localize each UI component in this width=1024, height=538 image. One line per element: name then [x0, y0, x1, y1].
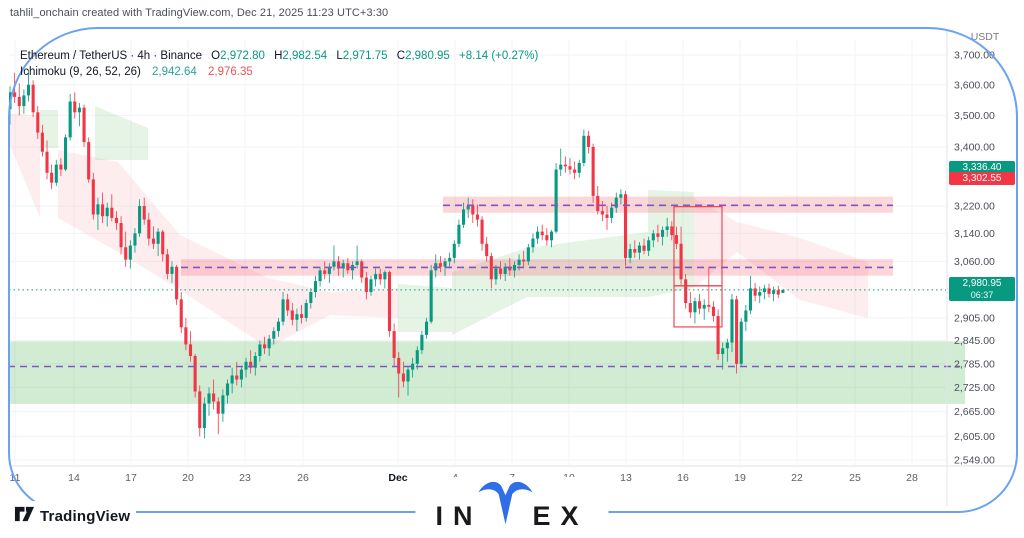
open-label: O: [211, 50, 221, 62]
last-price-badge: 2,980.95 06:37: [949, 276, 1015, 301]
low-label: L: [336, 50, 343, 62]
ichimoku-value-1: 2,942.64: [152, 66, 197, 78]
svg-text:3,140.00: 3,140.00: [954, 228, 995, 240]
svg-text:Dec: Dec: [388, 472, 407, 484]
symbol-legend-row: Ethereum / TetherUS · 4h · Binance O2,97…: [20, 48, 538, 64]
svg-text:13: 13: [620, 472, 632, 484]
invex-logo: IN EX: [415, 477, 609, 536]
svg-text:25: 25: [849, 472, 861, 484]
svg-text:3,220.00: 3,220.00: [954, 201, 995, 213]
price-alert-badge-green: 3,336.40: [949, 160, 1015, 174]
svg-text:23: 23: [239, 472, 251, 484]
invex-letters-left: IN: [435, 501, 483, 531]
ichimoku-cloud-layer: [9, 106, 868, 348]
symbol-title[interactable]: Ethereum / TetherUS · 4h · Binance: [20, 50, 202, 62]
invex-bull-horns-v-icon: [476, 477, 534, 534]
low-value: 2,971.75: [342, 50, 388, 62]
svg-text:3,500.00: 3,500.00: [954, 110, 995, 122]
svg-text:2,605.00: 2,605.00: [954, 431, 995, 443]
axis-currency-label: USDT: [971, 31, 1000, 43]
svg-text:3,600.00: 3,600.00: [954, 79, 995, 91]
high-value: 2,982.54: [282, 50, 328, 62]
svg-text:28: 28: [906, 472, 918, 484]
svg-text:2,725.00: 2,725.00: [954, 382, 995, 394]
svg-text:14: 14: [68, 472, 80, 484]
indicator-legend-row: Ichimoku (9, 26, 52, 26) 2,942.64 2,976.…: [20, 64, 538, 80]
candlestick-layer[interactable]: [8, 69, 785, 439]
svg-text:16: 16: [677, 472, 689, 484]
chart-legend[interactable]: Ethereum / TetherUS · 4h · Binance O2,97…: [20, 48, 538, 80]
svg-text:2,905.00: 2,905.00: [954, 312, 995, 324]
svg-text:2,785.00: 2,785.00: [954, 358, 995, 370]
svg-text:3,060.00: 3,060.00: [954, 256, 995, 268]
svg-text:11: 11: [10, 472, 21, 484]
tradingview-logo-text: TradingView: [40, 507, 131, 525]
svg-text:3,700.00: 3,700.00: [954, 50, 995, 62]
close-label: C: [396, 50, 406, 62]
price-alert-badge-red: 3,302.55: [949, 172, 1015, 185]
svg-text:2,549.00: 2,549.00: [954, 455, 995, 467]
tradingview-logo-icon: [14, 503, 35, 529]
ichimoku-value-2: 2,976.35: [207, 66, 253, 78]
high-label: H: [274, 50, 283, 62]
tradingview-logo[interactable]: TradingView: [12, 501, 137, 531]
last-price-value: 2,980.95: [962, 277, 1002, 289]
svg-text:17: 17: [125, 472, 137, 484]
svg-text:20: 20: [182, 472, 194, 484]
svg-text:3,400.00: 3,400.00: [954, 141, 995, 153]
dashed-level-lines-layer[interactable]: [8, 204, 960, 368]
svg-text:22: 22: [791, 472, 803, 484]
candle-countdown: 06:37: [970, 289, 994, 300]
svg-text:26: 26: [297, 472, 309, 484]
attribution-text: tahlil_onchain created with TradingView.…: [10, 7, 389, 19]
red-annotation-boxes-layer[interactable]: [673, 206, 723, 328]
axes-layer[interactable]: 3,700.00 3,600.00 3,500.00 3,400.00 3,220.00…: [10, 29, 1014, 507]
svg-text:2,665.00: 2,665.00: [954, 406, 995, 418]
open-value: 2,972.80: [220, 50, 265, 62]
svg-text:19: 19: [734, 472, 746, 484]
close-value: 2,980.95: [405, 50, 450, 62]
svg-text:2,845.00: 2,845.00: [954, 335, 995, 347]
indicator-title[interactable]: Ichimoku (9, 26, 52, 26): [20, 66, 141, 78]
change-value: +8.14 (+0.27%): [459, 50, 539, 62]
invex-letters-right: EX: [532, 501, 589, 531]
